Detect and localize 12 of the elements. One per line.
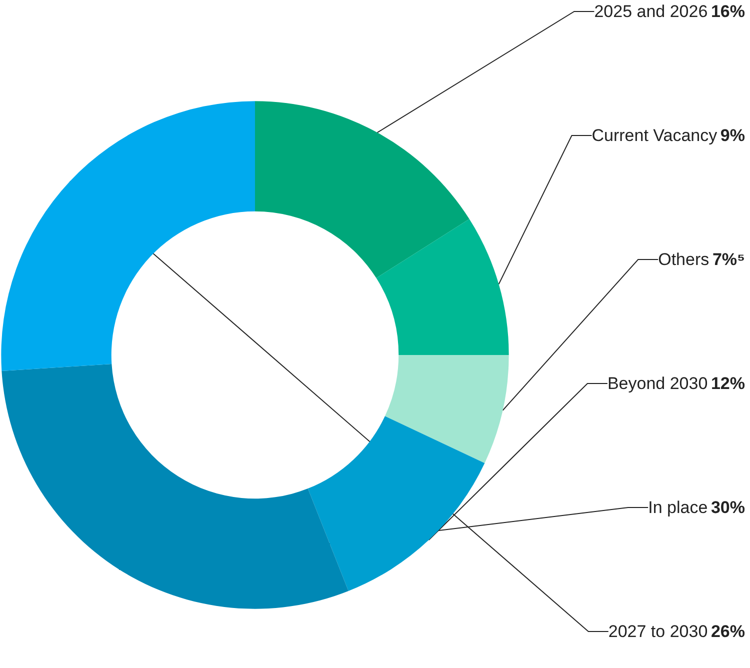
slice-label: 2027 to 2030 <box>608 622 708 641</box>
slice-label: Others <box>658 250 710 269</box>
data-label: 12% <box>710 374 745 393</box>
data-label: 26% <box>710 622 745 641</box>
slice-label: Beyond 2030 <box>607 374 708 393</box>
slice-label: 2025 and 2026 <box>594 2 708 21</box>
slice-label: In place <box>648 498 708 517</box>
data-label: 16% <box>710 2 745 21</box>
data-label: 9% <box>720 126 745 145</box>
data-label: 7%⁵ <box>712 250 745 269</box>
slice-label: Current Vacancy <box>592 126 718 145</box>
data-label: 30% <box>710 498 745 517</box>
